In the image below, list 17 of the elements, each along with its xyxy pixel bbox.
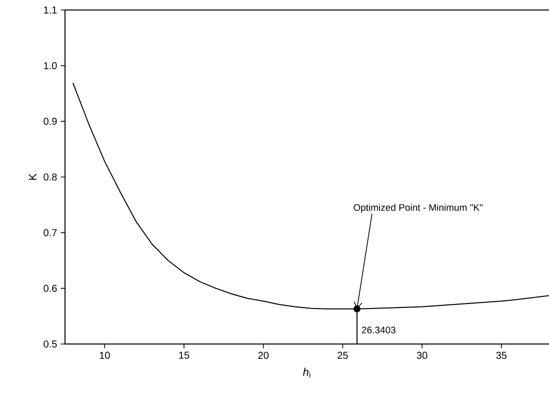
x-tick-label: 15 — [179, 352, 190, 359]
y-tick-label: 1.1 — [44, 6, 57, 14]
y-tick-label: 0.8 — [44, 173, 57, 181]
x-tick-label: 35 — [496, 352, 507, 359]
annotation: 26.3403 — [362, 326, 396, 334]
y-tick-label: 0.9 — [44, 118, 57, 125]
y-tick-label: 1.0 — [44, 62, 57, 70]
y-tick-label: 0.5 — [44, 340, 57, 348]
y-tick-label: 0.7 — [44, 229, 57, 236]
x-axis-title: h$_{i}$ — [303, 368, 310, 378]
x-tick-label: 30 — [416, 352, 428, 359]
x-tick-label: 10 — [100, 352, 110, 359]
annotation: Optimized Point - Minimum "K" — [354, 204, 483, 213]
y-axis-title: K — [28, 173, 36, 180]
x-tick-label: 20 — [258, 352, 269, 359]
y-tick-label: 0.6 — [44, 284, 57, 292]
x-tick-label: 25 — [338, 352, 348, 359]
